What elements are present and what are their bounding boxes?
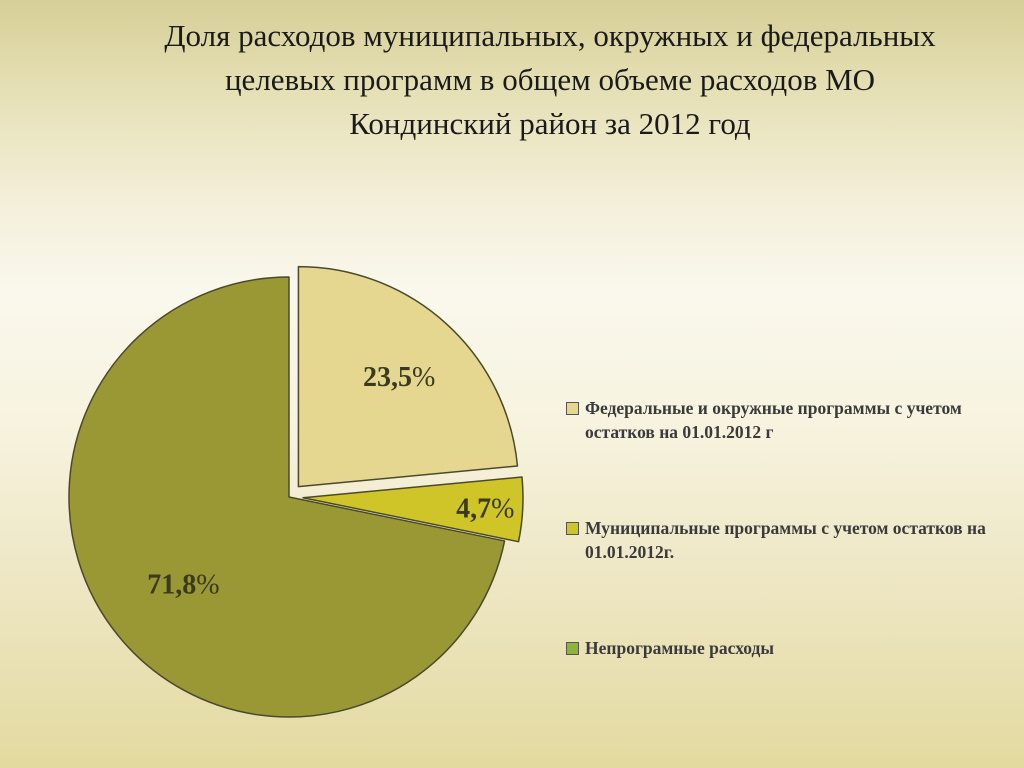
slice-label-federal: 23,5% bbox=[363, 362, 435, 393]
chart-title-line-1: Доля расходов муниципальных, окружных и … bbox=[164, 18, 936, 53]
legend-item-non-program: Непрограмные расходы bbox=[566, 636, 996, 660]
legend-item-municipal: Муниципальные программы с учетом остатко… bbox=[566, 516, 996, 564]
chart-title-line-3: Кондинский район за 2012 год bbox=[349, 106, 751, 141]
legend-swatch-non-program bbox=[566, 642, 579, 655]
chart-title-line-2: целевых программ в общем объеме расходов… bbox=[224, 62, 876, 97]
legend-swatch-federal bbox=[566, 402, 579, 415]
chart-title: Доля расходов муниципальных, окружных и … bbox=[90, 14, 1010, 146]
pie-slice-municipal bbox=[302, 476, 524, 543]
legend-label-municipal: Муниципальные программы с учетом остатко… bbox=[585, 518, 986, 562]
legend-swatch-municipal bbox=[566, 522, 579, 535]
legend-label-non-program: Непрограмные расходы bbox=[585, 638, 775, 658]
legend-item-federal: Федеральные и окружные программы с учето… bbox=[566, 396, 996, 444]
slice-label-non-program: 71,8% bbox=[147, 569, 219, 600]
slice-label-municipal: 4,7% bbox=[456, 493, 514, 524]
legend-label-federal: Федеральные и окружные программы с учето… bbox=[585, 398, 962, 442]
pie-slice-federal bbox=[297, 265, 519, 488]
pie-slice-non-program bbox=[68, 276, 506, 718]
